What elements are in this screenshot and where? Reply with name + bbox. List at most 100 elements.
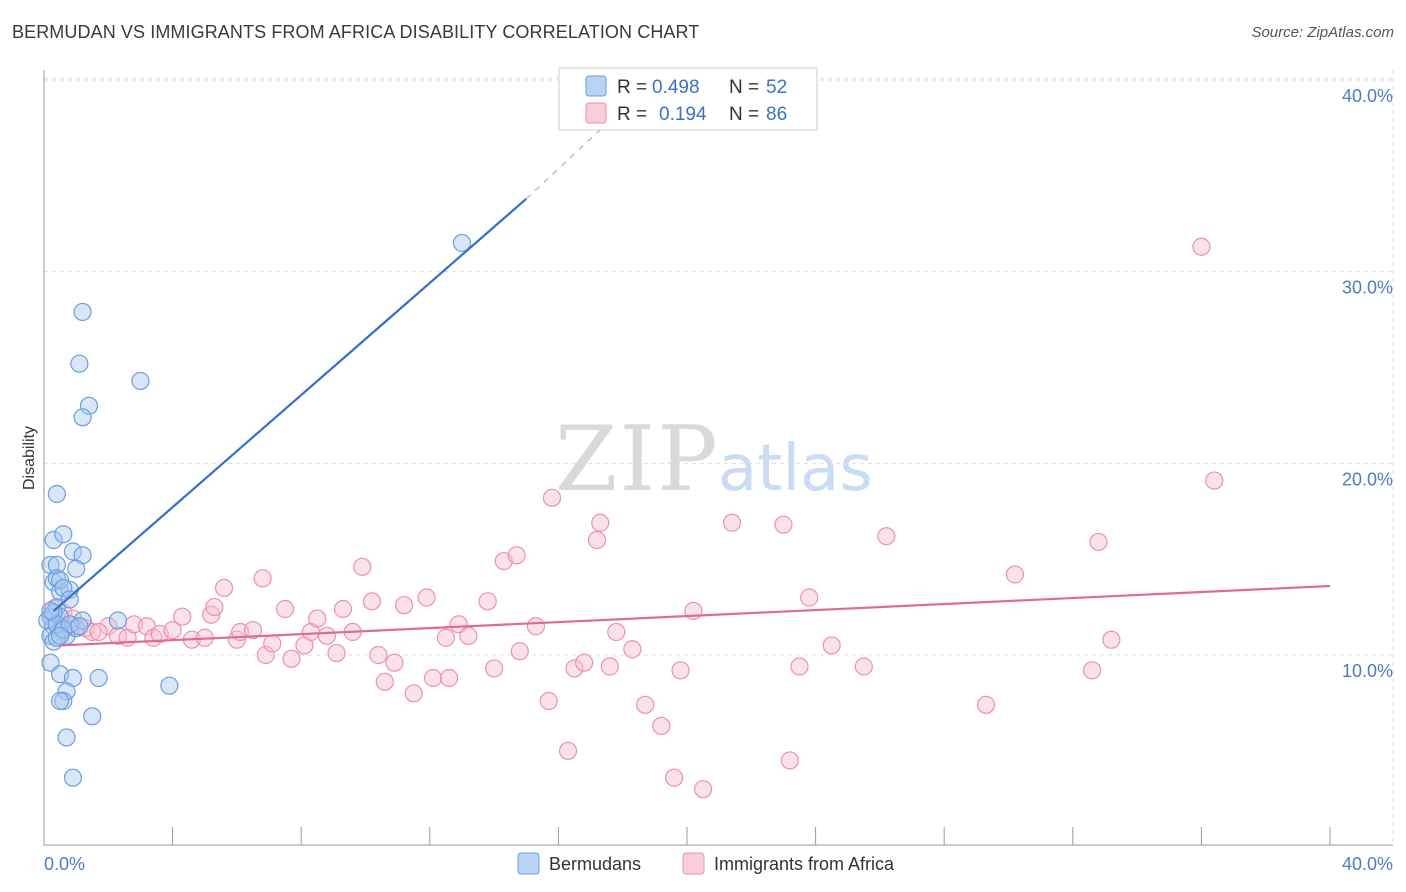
- y-tick-label-3: 40.0%: [1342, 86, 1393, 106]
- bottom-legend-swatch-bermudans: [517, 852, 540, 875]
- immigrants-point-83: [1205, 471, 1224, 490]
- immigrants-point-69: [722, 513, 742, 532]
- immigrants-point-40: [404, 684, 423, 703]
- watermark-zip: ZIP: [555, 407, 720, 512]
- immigrants-point-55: [558, 741, 578, 760]
- immigrants-point-71: [780, 751, 799, 770]
- immigrants-point-56: [565, 659, 584, 678]
- immigrants-point-35: [362, 592, 382, 611]
- immigrants-point-73: [800, 588, 819, 607]
- y-tick-label-1: 20.0%: [1342, 469, 1393, 489]
- immigrants-point-39: [394, 596, 414, 615]
- trend-line-immigrants: [60, 584, 1331, 647]
- bermudans-point-39: [108, 611, 128, 630]
- bottom-legend-label-immigrants: Immigrants from Africa: [714, 854, 895, 874]
- legend-r-label-1: R =: [617, 77, 647, 98]
- series-legend: Bermudans Immigrants from Africa: [517, 852, 895, 875]
- bermudans-point-34: [73, 408, 92, 427]
- legend-n-label-2: N =: [729, 104, 759, 125]
- bermudans-point-28: [50, 691, 70, 711]
- immigrants-point-21: [243, 620, 263, 640]
- immigrants-point-61: [607, 622, 626, 642]
- immigrants-point-22: [253, 569, 272, 588]
- bottom-legend-label-bermudans: Bermudans: [549, 854, 641, 874]
- bermudans-point-8: [47, 555, 66, 575]
- immigrants-point-58: [587, 530, 607, 550]
- immigrants-point-78: [1005, 565, 1025, 584]
- legend-r-value-1: 0.498: [652, 77, 700, 98]
- legend-swatch-immigrants: [585, 102, 607, 124]
- immigrants-point-77: [976, 695, 996, 714]
- legend-n-value-1: 52: [766, 77, 787, 98]
- immigrants-point-18: [214, 578, 234, 598]
- immigrants-point-66: [671, 661, 690, 680]
- immigrants-point-63: [636, 695, 655, 714]
- bermudans-point-36: [73, 302, 92, 322]
- immigrants-point-75: [854, 657, 873, 676]
- immigrants-point-12: [163, 620, 182, 640]
- immigrants-point-17: [205, 597, 224, 617]
- immigrants-point-42: [423, 668, 443, 688]
- immigrants-point-31: [327, 643, 346, 663]
- bermudans-point-49: [70, 617, 89, 636]
- immigrants-point-32: [333, 599, 353, 619]
- bermudans-point-51: [50, 626, 70, 645]
- immigrants-point-36: [369, 645, 388, 665]
- trend-line-bermudans: [52, 198, 527, 612]
- immigrants-point-23: [256, 645, 275, 665]
- legend-n-value-2: 86: [766, 104, 787, 125]
- bermudans-point-50: [41, 601, 60, 621]
- bermudans-point-25: [89, 668, 108, 688]
- bermudans-point-11: [63, 542, 83, 561]
- immigrants-point-81: [1102, 630, 1121, 649]
- bermudans-point-40: [452, 233, 472, 253]
- immigrants-point-50: [507, 546, 526, 565]
- bermudans-point-35: [70, 354, 89, 373]
- immigrants-point-30: [317, 626, 337, 645]
- series-immigrants-from-africa: [44, 237, 1224, 799]
- bermudans-point-33: [79, 396, 99, 415]
- bermudans-point-32: [47, 484, 66, 504]
- immigrants-point-54: [542, 488, 562, 507]
- series-bermudans: [38, 233, 472, 787]
- immigrants-point-41: [417, 588, 436, 607]
- immigrants-point-74: [822, 636, 841, 655]
- y-tick-label-0: 10.0%: [1342, 661, 1393, 681]
- immigrants-point-84: [89, 622, 108, 642]
- immigrants-point-34: [353, 557, 372, 576]
- axes: [43, 70, 1393, 846]
- immigrants-point-51: [510, 642, 529, 661]
- immigrants-point-53: [539, 691, 558, 711]
- legend-r-label-2: R =: [617, 104, 647, 125]
- immigrants-point-79: [1082, 661, 1102, 680]
- immigrants-point-24: [263, 634, 282, 653]
- immigrants-point-59: [591, 513, 610, 532]
- tick-labels: 10.0% 20.0% 30.0% 40.0% 0.0% 40.0%: [44, 86, 1393, 874]
- watermark-atlas: atlas: [718, 432, 873, 506]
- chart-title: BERMUDAN VS IMMIGRANTS FROM AFRICA DISAB…: [12, 22, 700, 42]
- immigrants-point-65: [665, 768, 684, 787]
- bermudans-point-26: [57, 682, 76, 701]
- y-tick-label-2: 30.0%: [1342, 278, 1393, 298]
- trend-lines: [52, 108, 1331, 647]
- bottom-legend-swatch-immigrants: [682, 852, 705, 875]
- legend-r-value-2: 0.194: [659, 104, 707, 125]
- bermudans-point-37: [131, 371, 150, 391]
- bermudans-point-9: [44, 530, 63, 550]
- immigrants-point-29: [308, 609, 327, 628]
- immigrants-point-48: [485, 659, 504, 678]
- immigrants-point-57: [575, 653, 594, 672]
- immigrants-point-80: [1089, 532, 1108, 552]
- bermudans-point-31: [63, 768, 83, 787]
- legend-swatch-bermudans: [585, 75, 607, 97]
- immigrants-point-44: [439, 668, 459, 688]
- bermudans-point-30: [57, 728, 76, 747]
- immigrants-point-82: [1192, 237, 1211, 256]
- source-credit: Source: ZipAtlas.com: [1251, 24, 1394, 41]
- immigrants-point-72: [790, 657, 809, 676]
- bermudans-point-41: [47, 569, 66, 588]
- immigrants-point-43: [436, 628, 455, 647]
- bermudans-point-10: [54, 525, 73, 544]
- x-tick-label-max: 40.0%: [1342, 854, 1393, 874]
